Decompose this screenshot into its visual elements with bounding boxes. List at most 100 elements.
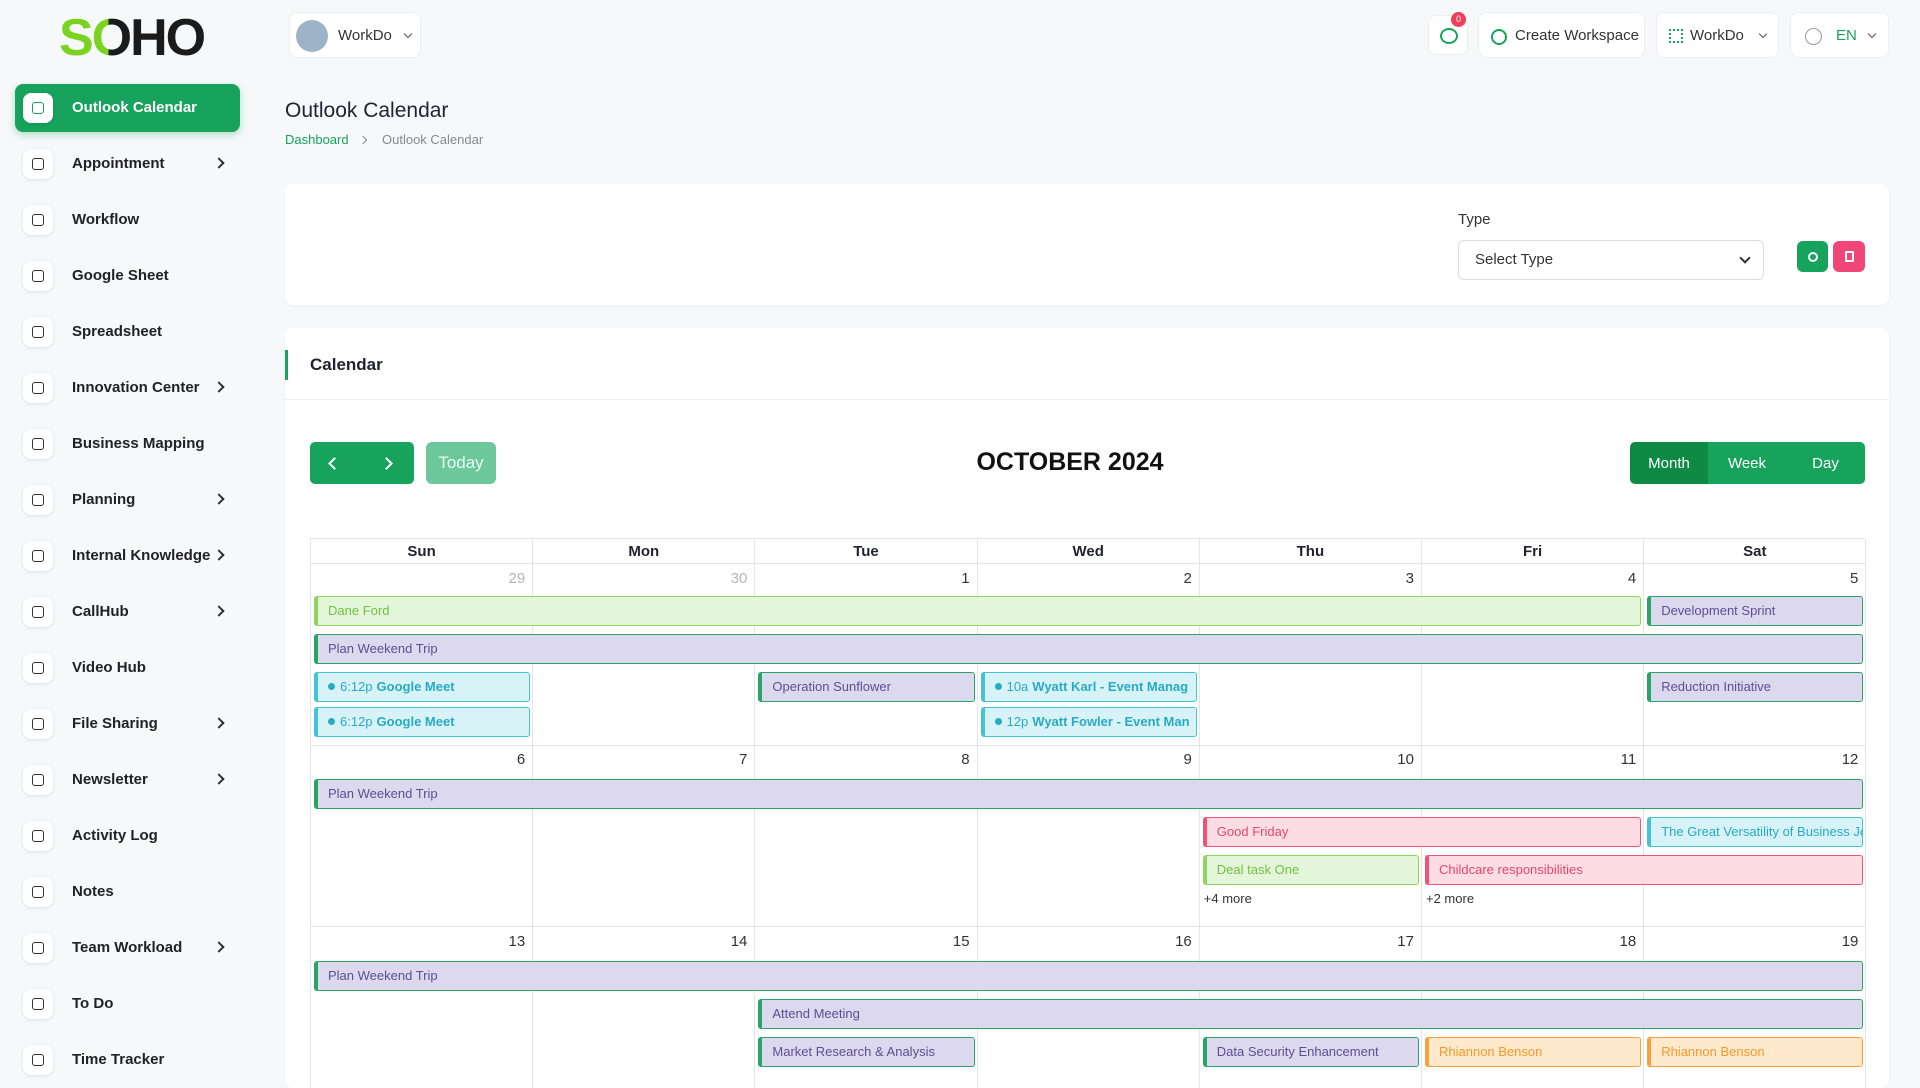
- sidebar-item[interactable]: To Do: [15, 980, 240, 1028]
- calendar-heading: Calendar: [310, 355, 383, 374]
- chat-icon: [1440, 28, 1458, 44]
- more-link[interactable]: +2 more: [1426, 891, 1475, 906]
- day-number[interactable]: 9: [1183, 751, 1192, 768]
- day-number[interactable]: 6: [516, 751, 526, 768]
- event[interactable]: The Great Versatility of Business Jc: [1647, 817, 1864, 847]
- sidebar-item[interactable]: Business Mapping: [15, 420, 240, 468]
- weekday: Mon: [533, 539, 756, 564]
- sidebar-icon: [23, 485, 53, 515]
- event[interactable]: Plan Weekend Trip: [314, 779, 1864, 809]
- company-name: WorkDo: [1690, 27, 1744, 44]
- event[interactable]: Operation Sunflower: [758, 672, 975, 702]
- sidebar-item[interactable]: Time Tracker: [15, 1036, 240, 1084]
- day-number[interactable]: 1: [961, 570, 970, 587]
- event-title: Rhiannon Benson: [1439, 1044, 1543, 1059]
- workspace-avatar: [296, 20, 328, 52]
- event[interactable]: Rhiannon Benson: [1647, 1037, 1864, 1067]
- event[interactable]: 6:12p Google Meet: [314, 672, 531, 702]
- sidebar-item[interactable]: Internal Knowledge: [15, 532, 240, 580]
- chevron: [213, 157, 225, 169]
- notification-badge: 0: [1451, 12, 1466, 27]
- day-number[interactable]: 14: [730, 933, 748, 950]
- event[interactable]: Rhiannon Benson: [1425, 1037, 1642, 1067]
- event[interactable]: Childcare responsibilities: [1425, 855, 1864, 885]
- day-number[interactable]: 4: [1627, 570, 1637, 587]
- day-number[interactable]: 19: [1841, 933, 1859, 950]
- chat-button[interactable]: 0: [1428, 12, 1468, 55]
- event[interactable]: Attend Meeting: [758, 999, 1864, 1029]
- sidebar-item[interactable]: CallHub: [15, 588, 240, 636]
- day-number[interactable]: 17: [1397, 933, 1414, 950]
- day-number[interactable]: 8: [961, 751, 970, 768]
- day-number[interactable]: 5: [1850, 570, 1859, 587]
- day-number[interactable]: 15: [952, 933, 970, 950]
- sidebar-label: Business Mapping: [72, 435, 205, 452]
- day-number[interactable]: 18: [1619, 933, 1637, 950]
- sidebar-icon: [23, 149, 53, 179]
- next-button[interactable]: [380, 457, 393, 470]
- sidebar-item[interactable]: Planning: [15, 476, 240, 524]
- more-link[interactable]: +4 more: [1203, 891, 1252, 906]
- event[interactable]: Plan Weekend Trip: [314, 961, 1864, 991]
- day-cell: [311, 927, 534, 1088]
- sidebar-item[interactable]: Google Sheet: [15, 252, 240, 300]
- day-number[interactable]: 12: [1841, 751, 1859, 768]
- prev-button[interactable]: [328, 457, 341, 470]
- day-number[interactable]: 3: [1405, 570, 1414, 587]
- event[interactable]: Plan Weekend Trip: [314, 634, 1864, 664]
- sidebar-item[interactable]: Team Workload: [15, 924, 240, 972]
- view-button[interactable]: Day: [1786, 442, 1865, 484]
- language-switcher[interactable]: EN: [1790, 12, 1889, 58]
- company-switcher[interactable]: WorkDo: [1656, 12, 1779, 58]
- search-button[interactable]: [1797, 241, 1828, 272]
- workspace-switcher[interactable]: WorkDo: [289, 12, 421, 58]
- view-button[interactable]: Month: [1630, 442, 1708, 484]
- type-select[interactable]: Select Type: [1458, 240, 1764, 280]
- event[interactable]: 6:12p Google Meet: [314, 707, 531, 737]
- event-time: 6:12p: [340, 679, 373, 694]
- sidebar-item[interactable]: Outlook Calendar: [15, 84, 240, 132]
- chevron: [213, 493, 225, 505]
- view-button[interactable]: Week: [1708, 442, 1786, 484]
- reset-button[interactable]: [1833, 241, 1865, 272]
- day-number[interactable]: 2: [1183, 570, 1192, 587]
- sidebar-item[interactable]: Newsletter: [15, 756, 240, 804]
- sidebar-item[interactable]: Spreadsheet: [15, 308, 240, 356]
- day-number[interactable]: 16: [1175, 933, 1192, 950]
- day-number[interactable]: 7: [739, 751, 748, 768]
- event[interactable]: 12p Wyatt Fowler - Event Man: [980, 707, 1197, 737]
- event-title: Plan Weekend Trip: [328, 641, 438, 656]
- sidebar-item[interactable]: Video Hub: [15, 644, 240, 692]
- sidebar-item[interactable]: Appointment: [15, 140, 240, 188]
- event-dot: [994, 683, 1002, 690]
- today-button[interactable]: Today: [426, 442, 496, 484]
- event-title: Google Meet: [376, 714, 455, 729]
- create-workspace[interactable]: Create Workspace: [1478, 12, 1645, 58]
- sidebar-item[interactable]: Notes: [15, 868, 240, 916]
- sidebar-icon: [23, 205, 53, 235]
- sidebar-label: Outlook Calendar: [72, 99, 198, 116]
- event[interactable]: Deal task One: [1202, 855, 1419, 885]
- event[interactable]: 10a Wyatt Karl - Event Manag: [980, 672, 1197, 702]
- day-number[interactable]: 13: [508, 933, 526, 950]
- event[interactable]: Reduction Initiative: [1647, 672, 1864, 702]
- day-number[interactable]: 30: [730, 570, 748, 587]
- event-time: 12p: [1006, 714, 1029, 729]
- day-number[interactable]: 10: [1397, 751, 1414, 768]
- event[interactable]: Dane Ford: [314, 596, 1642, 626]
- sidebar-item[interactable]: Activity Log: [15, 812, 240, 860]
- day-number[interactable]: 11: [1620, 751, 1637, 768]
- sidebar-item[interactable]: Workflow: [15, 196, 240, 244]
- sidebar-icon: [23, 541, 53, 571]
- breadcrumb-link[interactable]: Dashboard: [285, 132, 349, 147]
- event[interactable]: Good Friday: [1202, 817, 1642, 847]
- event[interactable]: Market Research & Analysis: [758, 1037, 975, 1067]
- calendar-card: Calendar Today OCTOBER 2024 Month Week Day Sun…: [285, 328, 1889, 1088]
- event[interactable]: Development Sprint: [1647, 596, 1864, 626]
- day-number[interactable]: 29: [508, 570, 526, 587]
- logo[interactable]: SOHO: [59, 9, 206, 67]
- sidebar-item[interactable]: File Sharing: [15, 700, 240, 748]
- sidebar-item[interactable]: Innovation Center: [15, 364, 240, 412]
- event[interactable]: Data Security Enhancement: [1202, 1037, 1419, 1067]
- sidebar-icon: [23, 317, 53, 347]
